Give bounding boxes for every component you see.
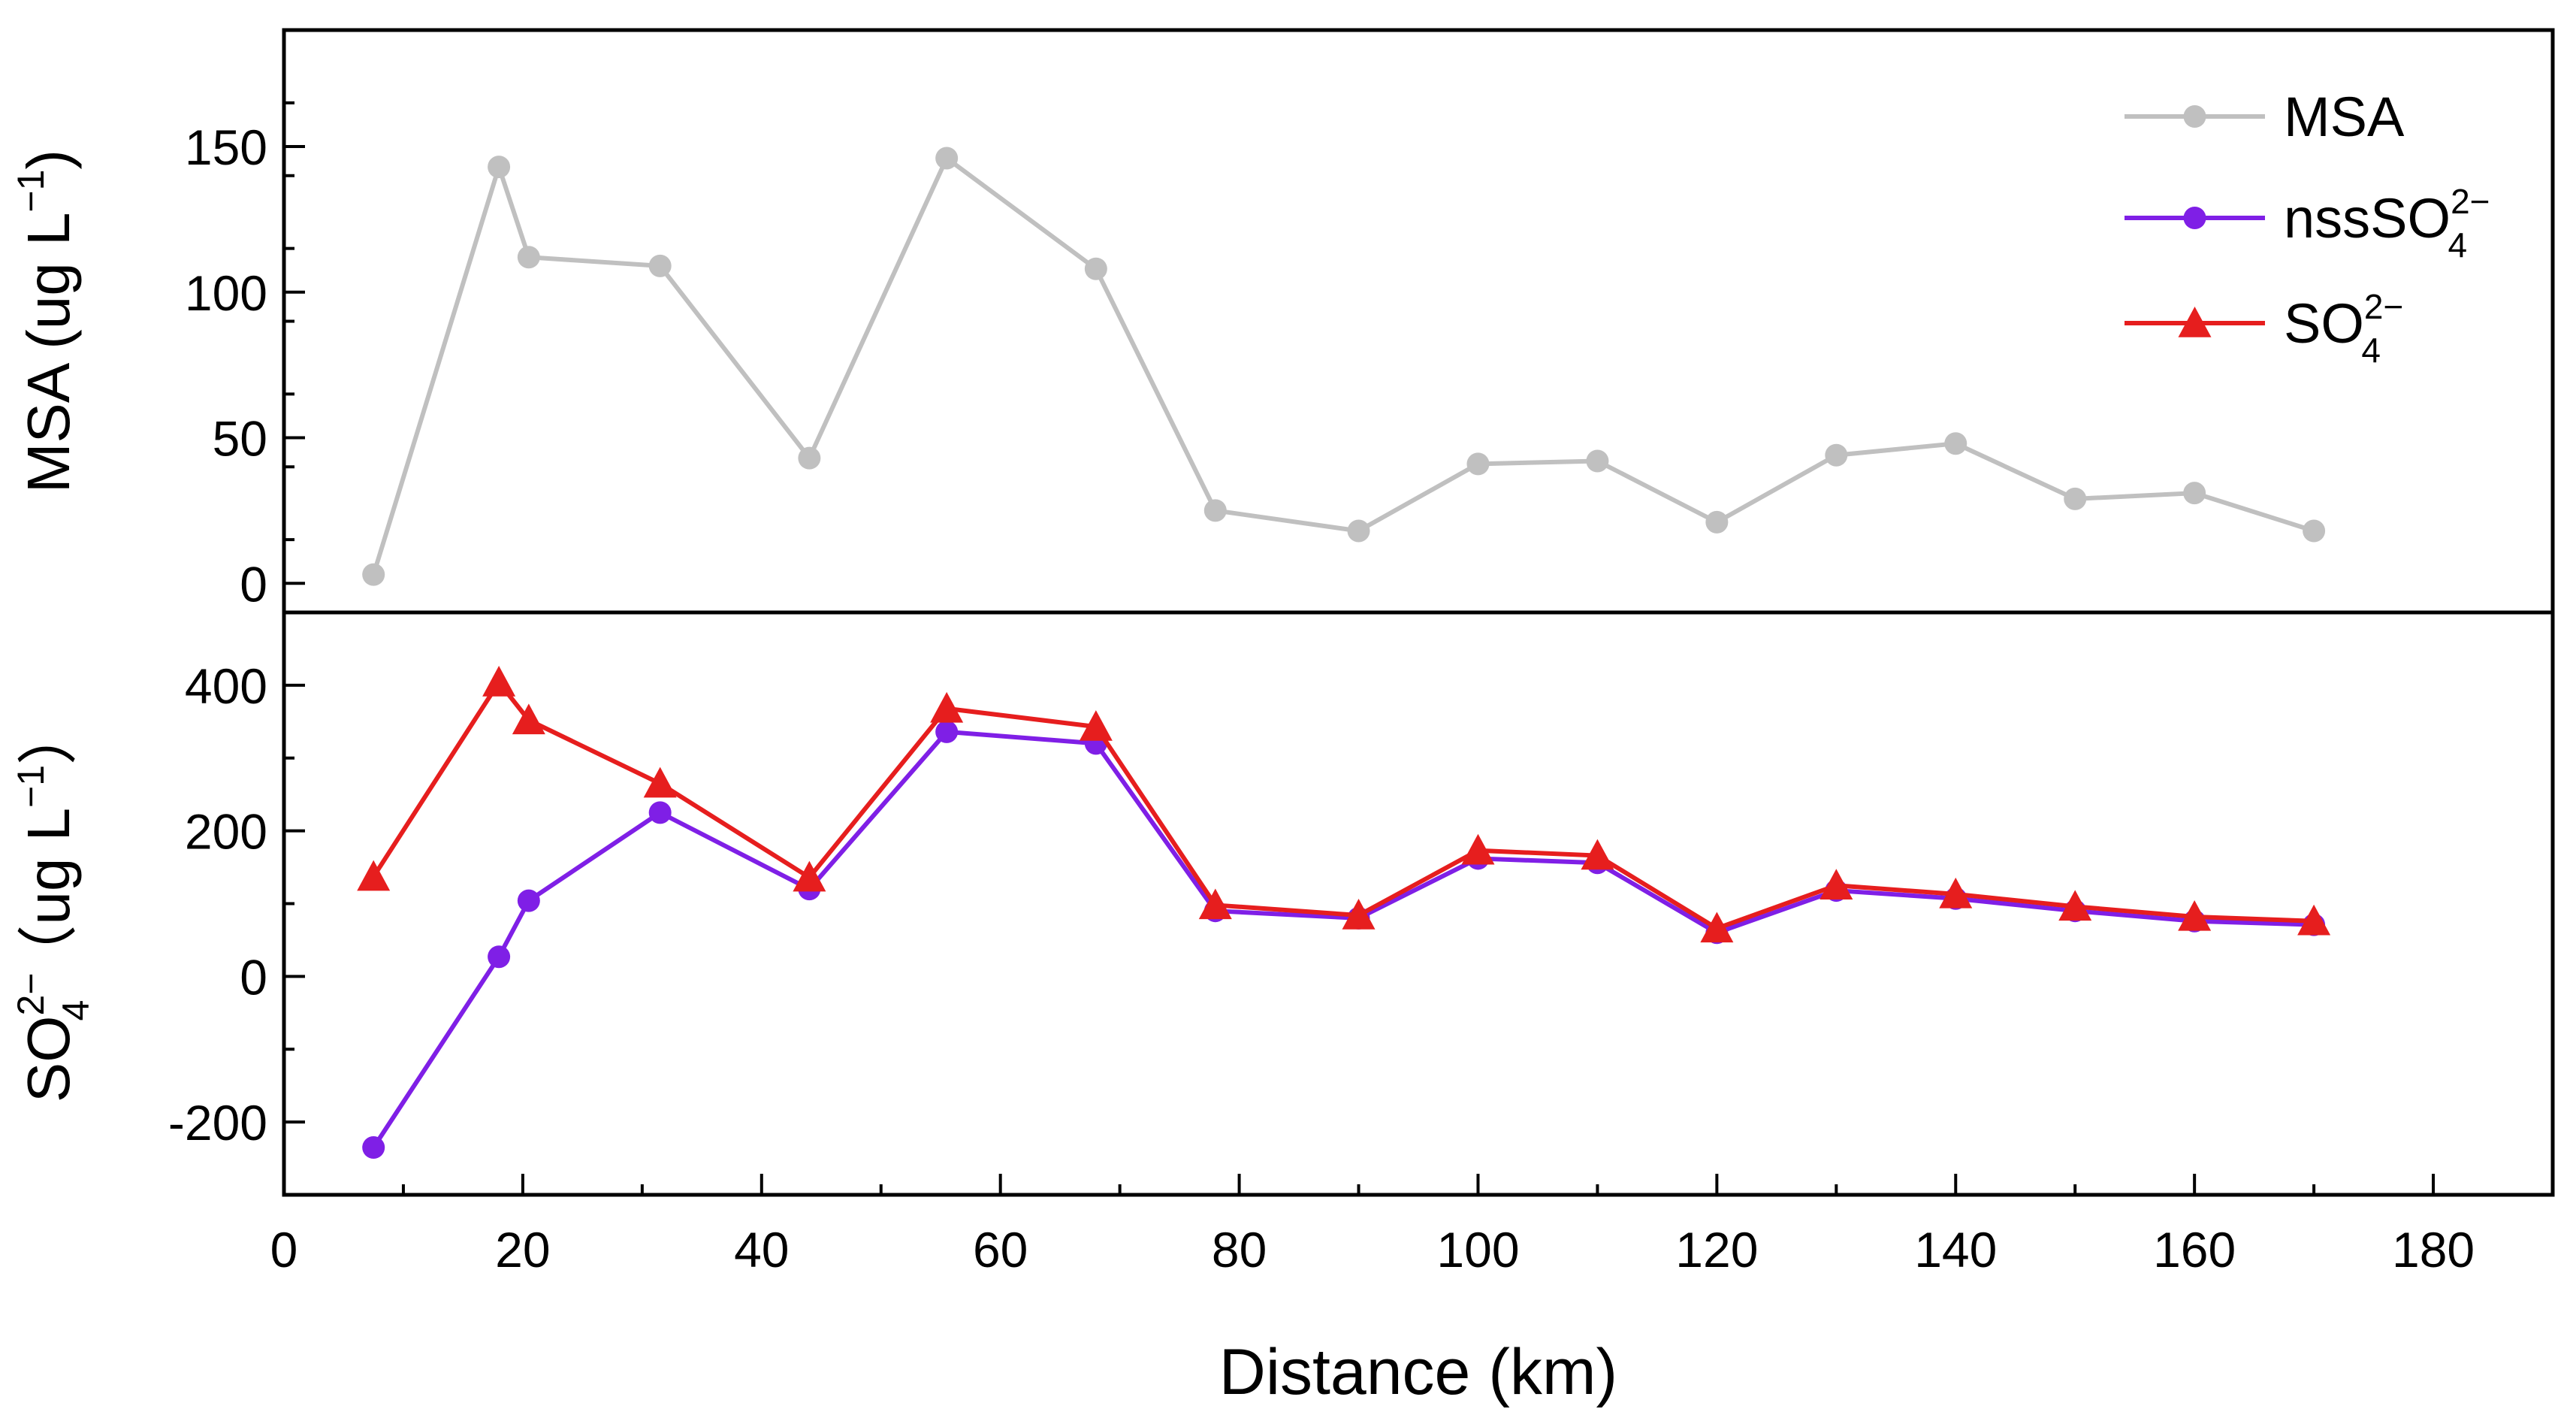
x-tick-label: 120 bbox=[1675, 1222, 1758, 1277]
y-label-superscript: 2− bbox=[10, 972, 52, 1015]
y-label-unit: （ug L bbox=[15, 808, 82, 985]
y-tick-label: 50 bbox=[213, 411, 267, 467]
data-point bbox=[935, 720, 959, 743]
data-point bbox=[1939, 877, 1973, 909]
data-point bbox=[648, 254, 672, 277]
data-point bbox=[362, 563, 385, 586]
data-point bbox=[482, 666, 516, 697]
data-point bbox=[1825, 443, 1848, 467]
y-label-unit-superscript: −1 bbox=[10, 765, 52, 808]
legend-marker bbox=[2183, 207, 2206, 229]
data-point bbox=[1581, 839, 1614, 870]
legend-label-superscript: 2− bbox=[2451, 182, 2490, 221]
data-point bbox=[930, 691, 964, 723]
y-tick-label: -200 bbox=[168, 1095, 267, 1150]
x-tick-label: 180 bbox=[2392, 1222, 2475, 1277]
legend-label: MSA bbox=[2284, 86, 2405, 148]
legend-label-superscript: 2− bbox=[2364, 287, 2403, 326]
legend-label-subscript: 4 bbox=[2361, 331, 2381, 370]
y-tick-label: 400 bbox=[185, 658, 267, 714]
legend-marker bbox=[2183, 105, 2206, 128]
data-point bbox=[1203, 499, 1227, 522]
x-tick-label: 100 bbox=[1436, 1222, 1519, 1277]
series-so4 bbox=[357, 666, 2331, 943]
data-point bbox=[1705, 510, 1729, 534]
data-point bbox=[2178, 899, 2212, 931]
y-axis-label-bottom: SO2−4 （ug L−1） bbox=[10, 705, 97, 1102]
data-point bbox=[1586, 449, 1609, 473]
data-point bbox=[362, 1136, 385, 1159]
legend-label-subscript: 4 bbox=[2448, 225, 2468, 265]
data-point bbox=[643, 766, 677, 798]
data-point bbox=[1084, 257, 1107, 280]
x-tick-label: 60 bbox=[973, 1222, 1028, 1277]
y-label-superscript: −1 bbox=[10, 170, 52, 213]
x-tick-label: 160 bbox=[2153, 1222, 2236, 1277]
y-label-text: SO bbox=[15, 1015, 82, 1102]
x-tick-label: 140 bbox=[1914, 1222, 1997, 1277]
data-point bbox=[793, 860, 826, 892]
data-point bbox=[2064, 487, 2087, 510]
y-tick-label: 100 bbox=[185, 265, 267, 321]
data-point bbox=[2058, 890, 2092, 921]
data-point bbox=[1079, 710, 1113, 741]
data-point bbox=[1700, 912, 1734, 943]
data-point bbox=[935, 147, 959, 170]
data-point bbox=[1820, 869, 1853, 899]
legend-label: SO2− 4 bbox=[2284, 287, 2403, 370]
data-point bbox=[798, 446, 821, 470]
data-point bbox=[488, 945, 511, 969]
y-tick-label: 0 bbox=[240, 949, 267, 1005]
data-point bbox=[488, 156, 511, 179]
x-tick-label: 0 bbox=[270, 1222, 298, 1277]
legend-item: SO2− 4 bbox=[2125, 287, 2403, 370]
data-point bbox=[2183, 482, 2206, 505]
axis-labels: Distance (km)MSA (ug L−1)SO2−4（ug L−1） bbox=[10, 150, 1617, 1408]
legend-item: MSA bbox=[2125, 86, 2405, 148]
legend-label-text: SO bbox=[2284, 292, 2364, 355]
x-tick-label: 20 bbox=[495, 1222, 550, 1277]
legend-item: nssSO2− 4 bbox=[2125, 182, 2490, 265]
legend-label-text: nssSO bbox=[2284, 187, 2451, 249]
data-point bbox=[2297, 904, 2331, 936]
legend-label-text: MSA bbox=[2284, 86, 2405, 148]
x-tick-label: 80 bbox=[1212, 1222, 1267, 1277]
x-tick-label: 40 bbox=[734, 1222, 789, 1277]
y-axis-label-top: MSA (ug L−1) bbox=[10, 150, 82, 493]
data-point bbox=[512, 703, 545, 735]
y-label-close: ) bbox=[15, 150, 82, 170]
y-tick-label: 200 bbox=[185, 804, 267, 860]
data-point bbox=[1944, 432, 1967, 455]
y-tick-label: 0 bbox=[240, 556, 267, 612]
y-label-close: ） bbox=[15, 705, 82, 765]
data-point bbox=[648, 801, 672, 824]
data-point bbox=[1342, 899, 1376, 930]
data-series bbox=[357, 147, 2331, 1159]
y-label-text: MSA (ug L bbox=[15, 213, 82, 494]
data-point bbox=[517, 889, 540, 912]
data-point bbox=[517, 246, 540, 269]
legend-marker bbox=[2178, 307, 2212, 337]
y-label-subscript: 4 bbox=[55, 1000, 97, 1021]
data-point bbox=[1198, 888, 1232, 920]
series-msa bbox=[362, 147, 2326, 586]
legend-label: nssSO2− 4 bbox=[2284, 182, 2490, 265]
data-point bbox=[1461, 833, 1495, 865]
data-point bbox=[2303, 519, 2326, 543]
axis-ticks: 0 50 100 150 -200 0 200 400 0 20 40 60 80 100 120 140 16… bbox=[168, 101, 2475, 1277]
data-point bbox=[357, 860, 391, 891]
data-point bbox=[1347, 519, 1370, 543]
data-point bbox=[1466, 452, 1490, 476]
y-tick-label: 150 bbox=[185, 119, 267, 175]
x-axis-label: Distance (km) bbox=[1219, 1336, 1617, 1408]
